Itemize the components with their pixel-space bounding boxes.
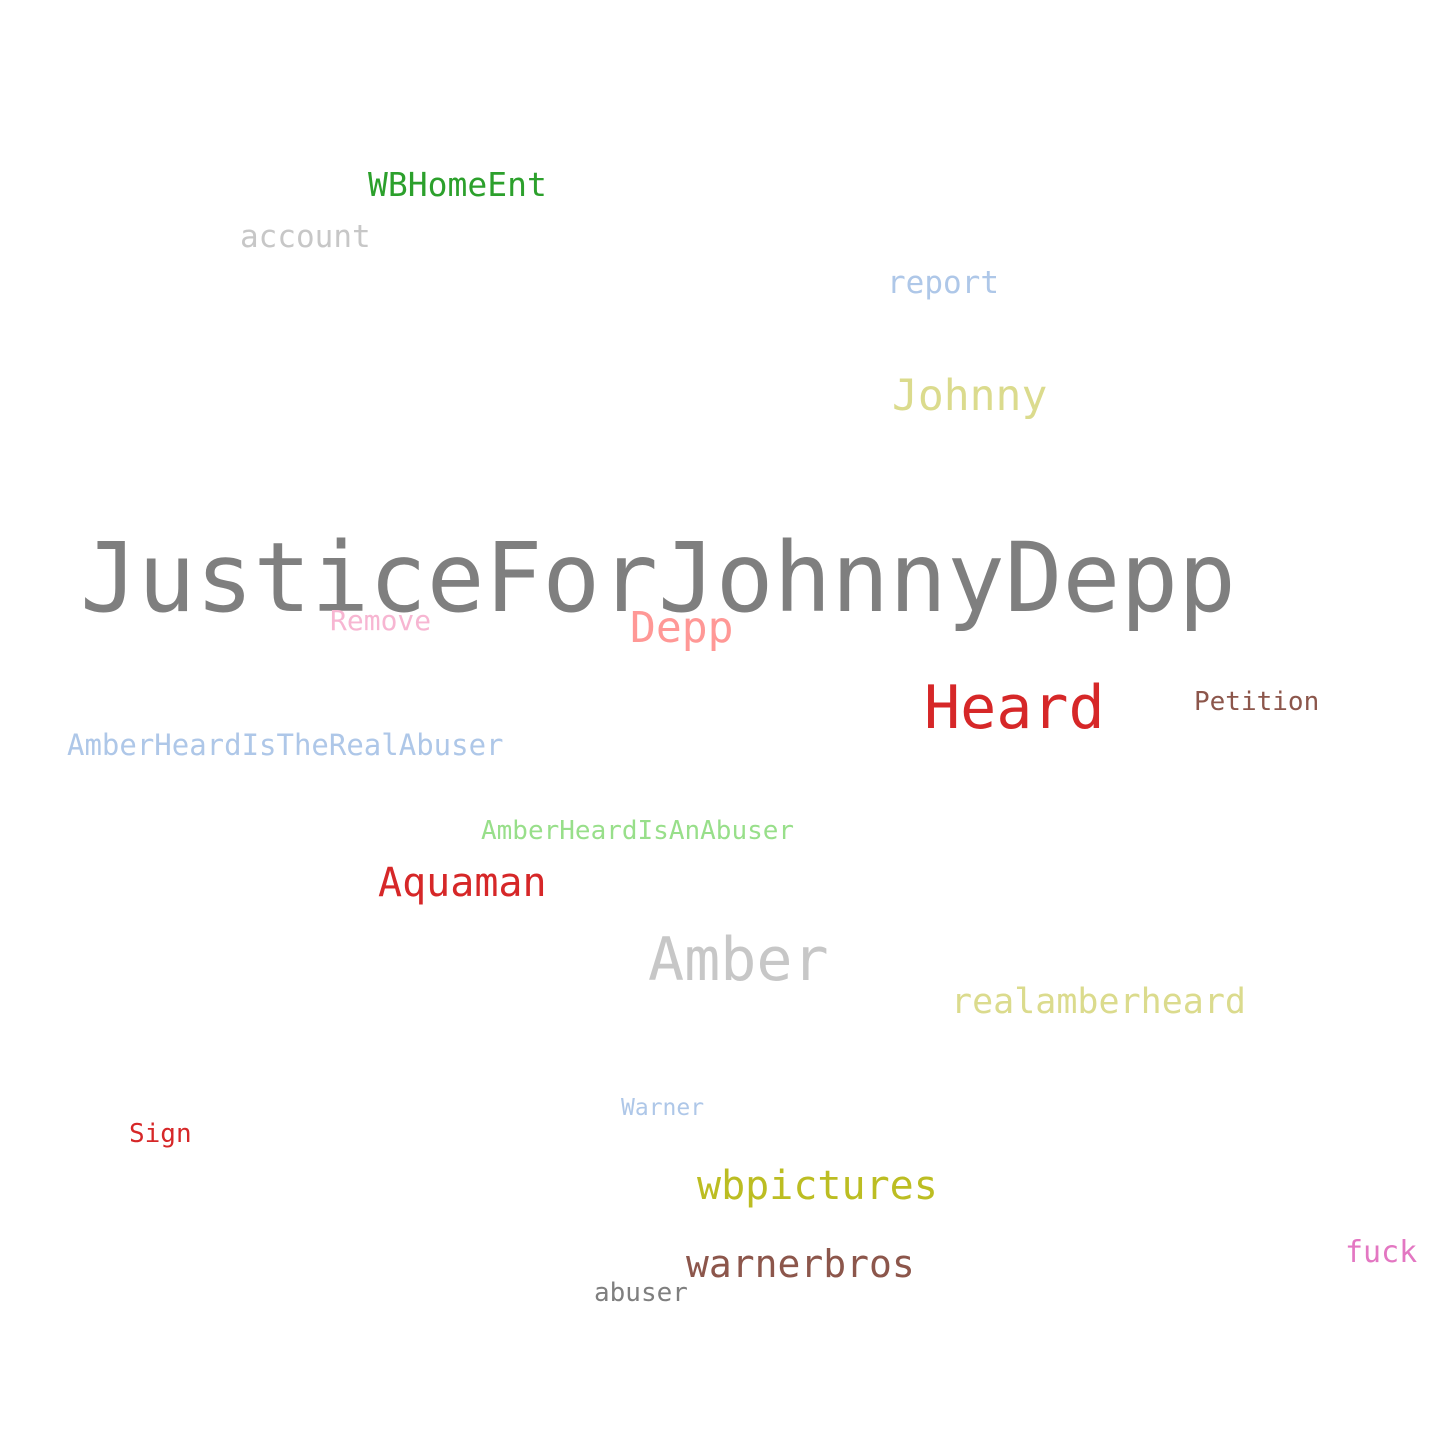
word-warner: Warner bbox=[621, 1095, 705, 1121]
word-sign: Sign bbox=[129, 1119, 192, 1149]
word-amberheardistherealabuser: AmberHeardIsTheRealAbuser bbox=[67, 728, 504, 762]
word-petition: Petition bbox=[1194, 687, 1320, 717]
word-remove: Remove bbox=[330, 604, 432, 637]
word-account: account bbox=[240, 219, 371, 255]
word-wbhomeent: WBHomeEnt bbox=[368, 165, 547, 204]
word-wbpictures: wbpictures bbox=[697, 1163, 938, 1209]
word-johnny: Johnny bbox=[892, 371, 1048, 421]
word-abuser: abuser bbox=[594, 1278, 688, 1308]
word-amber: Amber bbox=[648, 925, 829, 995]
word-justicefor-johnnydepp: JusticeForJohnnyDepp bbox=[80, 522, 1236, 634]
word-aquaman: Aquaman bbox=[378, 860, 547, 906]
word-report: report bbox=[887, 265, 999, 301]
word-depp: Depp bbox=[630, 603, 734, 653]
word-heard: Heard bbox=[924, 673, 1105, 743]
word-fuck: fuck bbox=[1345, 1235, 1418, 1270]
word-amberheardisanabuser: AmberHeardIsAnAbuser bbox=[481, 816, 795, 846]
word-realamberheard: realamberheard bbox=[951, 982, 1247, 1022]
word-warnerbros: warnerbros bbox=[686, 1242, 915, 1286]
